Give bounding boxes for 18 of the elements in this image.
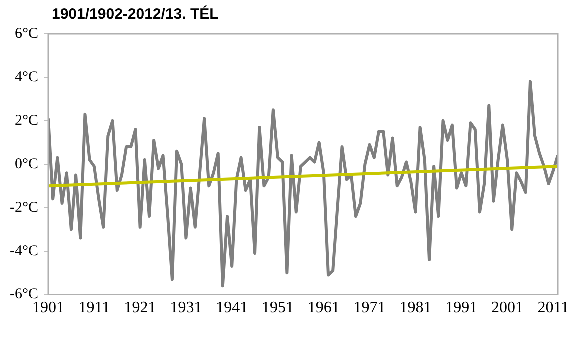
x-tick-label: 2001 xyxy=(492,300,524,317)
y-tick-label: 0°C xyxy=(14,156,38,172)
x-tick-label: 1971 xyxy=(354,300,386,317)
x-tick-label: 1921 xyxy=(124,300,156,317)
x-tick-label: 1951 xyxy=(262,300,294,317)
chart-title: 1901/1902-2012/13. TÉL xyxy=(52,6,219,23)
y-tick-label: 2°C xyxy=(14,112,38,129)
x-tick-label: 1931 xyxy=(170,300,202,317)
y-tick-label: -4°C xyxy=(10,243,38,260)
x-tick-label: 1981 xyxy=(400,300,432,317)
y-tick-label: -2°C xyxy=(10,200,38,216)
x-tick-label: 1941 xyxy=(216,300,248,317)
x-tick-label: 1991 xyxy=(446,300,478,317)
x-tick-label: 2011 xyxy=(538,300,570,317)
x-tick-label: 1911 xyxy=(78,300,110,317)
x-tick-label: 1961 xyxy=(308,300,340,317)
y-tick-label: 6°C xyxy=(14,26,38,42)
y-tick-label: 4°C xyxy=(14,69,38,86)
